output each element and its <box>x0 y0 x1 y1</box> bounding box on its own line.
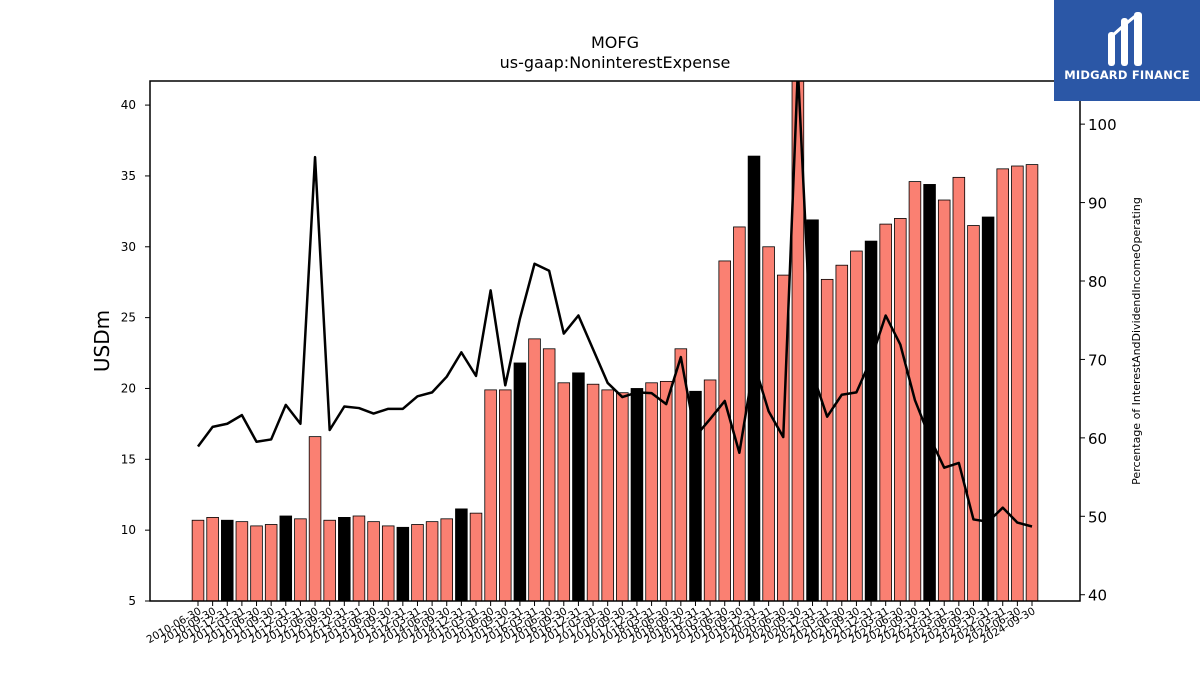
bar-2012-12-31 <box>338 517 351 601</box>
bar-series <box>191 81 1039 601</box>
bar-2022-12-31 <box>923 184 936 601</box>
bar-2018-03-31 <box>645 382 658 601</box>
bar-2014-03-31 <box>411 524 424 601</box>
bar-2014-09-30 <box>440 518 453 601</box>
y-axis-left: 5 10 15 20 25 30 35 40 <box>121 98 150 608</box>
bar-2015-06-30 <box>484 389 497 601</box>
bar-2019-09-30 <box>733 226 746 601</box>
y-axis-right: 40 50 60 70 80 90 100 <box>1080 116 1117 605</box>
midgard-finance-logo: MIDGARD FINANCE <box>1054 0 1200 101</box>
bar-2011-09-30 <box>264 524 278 601</box>
bar-2022-03-31 <box>879 223 892 601</box>
y-left-tick-label: 25 <box>121 311 136 325</box>
bar-2018-09-30 <box>674 348 688 601</box>
bar-2014-12-31 <box>455 508 468 601</box>
x-axis: 2010-06-302010-09-302010-12-312011-03-31… <box>145 601 1038 646</box>
bar-2014-06-30 <box>425 521 439 601</box>
bar-2013-09-30 <box>381 525 395 601</box>
y-right-tick-label: 90 <box>1088 195 1107 213</box>
bar-2016-03-31 <box>528 338 541 601</box>
bar-2021-12-31 <box>864 240 878 601</box>
bar-2013-06-30 <box>367 521 380 601</box>
bar-2020-09-30 <box>791 81 805 601</box>
bar-2015-12-31 <box>513 362 527 601</box>
bar-2023-09-30 <box>967 225 980 601</box>
bar-2012-03-31 <box>294 518 307 601</box>
bar-2015-09-30 <box>499 389 512 601</box>
bar-2010-06-30 <box>191 519 205 601</box>
y-right-tick-label: 60 <box>1088 430 1107 448</box>
y-left-tick-label: 10 <box>121 523 136 537</box>
bar-2012-09-30 <box>323 519 336 601</box>
bar-2021-09-30 <box>850 250 863 601</box>
chart-title: MOFG <box>591 33 639 52</box>
y-right-tick-label: 100 <box>1088 116 1117 134</box>
logo-text: MIDGARD FINANCE <box>1064 68 1190 82</box>
bar-2018-12-31 <box>689 390 702 601</box>
bar-2010-12-31 <box>221 519 234 601</box>
logo-mark-icon <box>1108 12 1142 66</box>
bar-2017-03-31 <box>586 383 600 601</box>
y-axis-left-label: USDm <box>90 310 114 372</box>
bar-2020-12-31 <box>806 219 819 601</box>
y-left-tick-label: 5 <box>128 594 136 608</box>
bar-2013-03-31 <box>352 515 366 601</box>
bar-2016-09-30 <box>557 382 571 601</box>
bar-2011-06-30 <box>250 525 263 601</box>
bar-2023-06-30 <box>952 176 966 601</box>
y-left-tick-label: 40 <box>121 98 136 112</box>
bar-2018-06-30 <box>659 380 673 601</box>
bar-2017-06-30 <box>601 389 614 601</box>
y-left-tick-label: 15 <box>121 452 136 466</box>
bar-2024-06-30 <box>1011 165 1024 601</box>
y-left-tick-label: 35 <box>121 169 136 183</box>
bar-2021-06-30 <box>835 264 849 601</box>
chart-subtitle: us-gaap:NoninterestExpense <box>500 53 731 72</box>
bar-2017-09-30 <box>616 392 629 601</box>
bar-2010-09-30 <box>206 517 219 601</box>
y-axis-right-label: Percentage of InterestAndDividendIncomeO… <box>1130 197 1143 485</box>
bar-2023-03-31 <box>937 199 951 601</box>
bar-2016-06-30 <box>542 348 556 601</box>
bar-2024-03-31 <box>996 168 1009 601</box>
y-left-tick-label: 20 <box>121 381 136 395</box>
bar-2021-03-31 <box>820 278 834 601</box>
bar-2020-03-31 <box>762 246 775 601</box>
bar-2017-12-31 <box>630 388 644 601</box>
bar-2022-06-30 <box>894 218 907 601</box>
bar-2022-09-30 <box>908 181 922 601</box>
bar-2015-03-31 <box>469 512 483 601</box>
bar-2024-09-30 <box>1025 164 1039 601</box>
bar-2019-06-30 <box>718 260 731 601</box>
bar-2011-12-31 <box>279 515 293 601</box>
y-left-tick-label: 30 <box>121 240 136 254</box>
y-right-tick-label: 70 <box>1088 351 1107 369</box>
line-series <box>196 81 1033 528</box>
bar-2012-06-30 <box>308 436 322 601</box>
y-right-tick-label: 80 <box>1088 273 1107 291</box>
y-right-tick-label: 40 <box>1088 587 1107 605</box>
y-right-tick-label: 50 <box>1088 508 1107 526</box>
plot-frame <box>149 80 1081 602</box>
bar-2013-12-31 <box>396 526 410 601</box>
bar-2011-03-31 <box>235 521 249 601</box>
bar-2023-12-31 <box>981 216 995 601</box>
bar-2016-12-31 <box>572 372 585 601</box>
ratio-line <box>196 81 1033 528</box>
